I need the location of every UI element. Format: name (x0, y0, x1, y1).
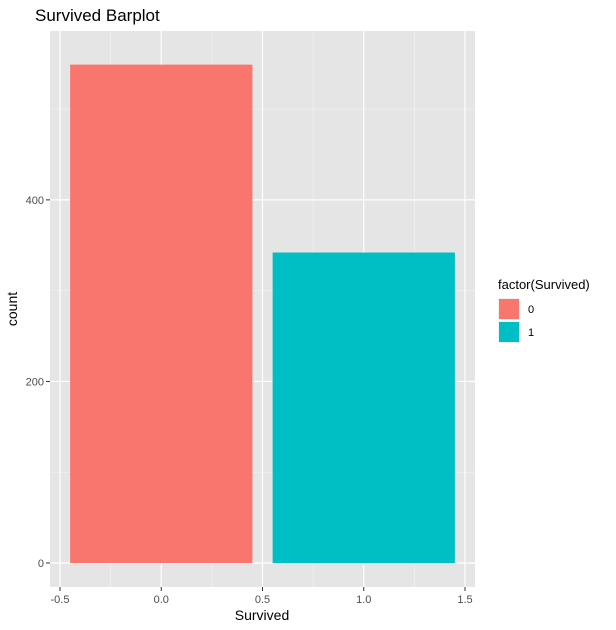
x-tick-label: 1.0 (356, 594, 371, 606)
legend-label-1: 1 (528, 327, 534, 339)
legend-entries: 01 (498, 298, 534, 343)
y-tick-label: 0 (38, 558, 44, 570)
y-axis-ticks: 0 200 400 (26, 195, 50, 570)
bar-1 (272, 252, 455, 563)
chart-title: Survived Barplot (35, 6, 160, 25)
x-axis-title: Survived (235, 607, 289, 623)
x-tick-label: 1.5 (457, 594, 472, 606)
x-axis-ticks: -0.5 0.0 0.5 1.0 1.5 (51, 587, 473, 606)
legend: factor(Survived) 01 (498, 277, 590, 343)
bar-0 (70, 64, 253, 563)
legend-title: factor(Survived) (498, 277, 590, 292)
x-tick-label: 0.0 (154, 594, 169, 606)
legend-swatch-1 (499, 322, 519, 342)
x-tick-label: -0.5 (51, 594, 70, 606)
y-tick-label: 200 (26, 376, 44, 388)
legend-label-0: 0 (528, 304, 534, 316)
legend-swatch-0 (499, 299, 519, 319)
y-tick-label: 400 (26, 195, 44, 207)
x-tick-label: 0.5 (255, 594, 270, 606)
bars-group (70, 64, 455, 563)
y-axis-title: count (4, 292, 20, 326)
